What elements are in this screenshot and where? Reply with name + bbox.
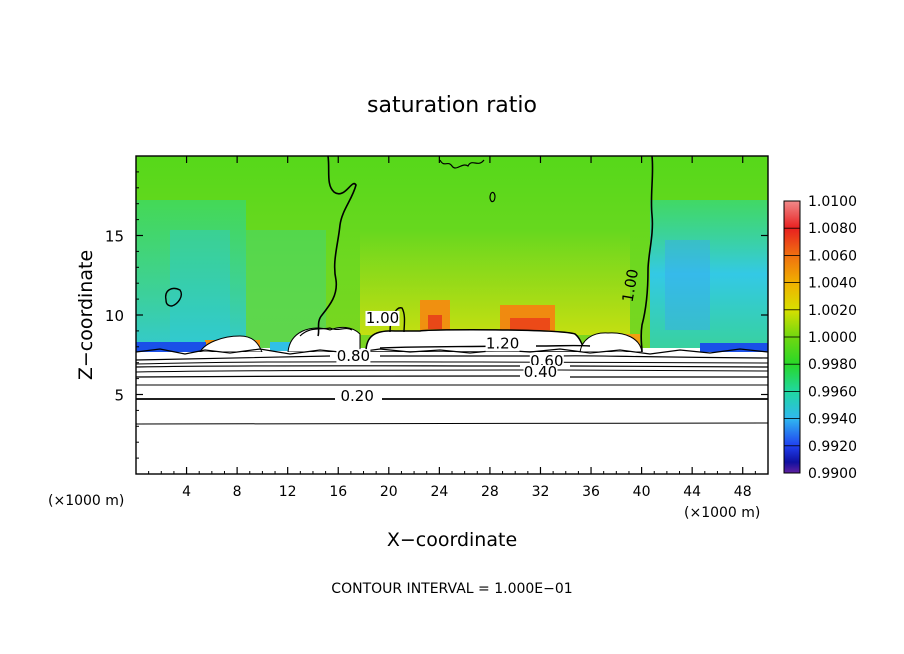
contour-050 [136,369,768,373]
blue-fringe-left [136,342,206,354]
contour-070 [136,361,768,365]
cyan-zone-right-inner [665,240,710,330]
cloud-patch-center [365,329,587,353]
cloud-patch-left [199,335,263,353]
red-spot [428,315,442,329]
colorbar-label: 0.9960 [808,384,857,400]
x-tick-label: 48 [734,484,752,500]
contour-label-bg [485,336,520,352]
blue-fringe-right [700,343,768,354]
colorbar-label: 0.9900 [808,466,857,482]
contour-100-left [317,156,357,337]
contour-mid-squiggle [299,327,353,337]
contour-label-bg [340,388,375,404]
cyan-zone-left-inner [170,230,230,348]
heatmap-field [136,156,768,474]
x-unit-right: (×1000 m) [684,505,760,521]
y-axis-ticks: 5 10 15 [105,171,768,459]
colorbar-label: 1.0040 [808,276,857,292]
subsaturated-region [136,352,768,474]
x-unit-left: (×1000 m) [48,493,124,509]
y-axis-label: Z−coordinate [75,250,97,380]
cloud-base-edge [136,348,768,355]
contour-small-loop [489,191,496,203]
y-tick-label: 15 [105,228,124,246]
contour-label: 1.00 [366,309,399,327]
x-tick-label: 16 [329,484,347,500]
contour-080 [136,355,768,361]
cyan-zone-left [136,200,246,348]
x-tick-label: 40 [633,484,651,500]
x-tick-label: 32 [532,484,550,500]
colorbar-label: 1.0000 [808,330,857,346]
contour-label-bg [365,310,400,326]
yellow-zone-center [360,230,630,335]
contour-060 [136,365,768,368]
contour-label: 1.00 [619,267,643,303]
x-tick-label: 12 [279,484,297,500]
contour-label-bg [336,349,371,365]
contour-100-right [640,156,654,353]
x-axis-label: X−coordinate [387,529,517,551]
contour-top-wiggle [439,159,485,169]
x-axis-ticks: 4 8 12 16 20 24 28 32 36 40 44 48 [148,156,756,500]
x-tick-label: 28 [481,484,499,500]
contour-label-layer: 1.001.200.80 0.600.400.201.00 [336,267,643,405]
x-tick-label: 36 [582,484,600,500]
chart-title: saturation ratio [367,93,537,118]
cloud-patch-right [579,332,643,353]
colorbar-label: 1.0060 [808,248,857,264]
x-tick-label: 4 [182,484,191,500]
colorbar-label: 1.0080 [808,221,857,237]
contour-label: 0.20 [340,387,373,405]
x-tick-label: 20 [380,484,398,500]
colorbar-ticks: 1.0100 1.0080 1.0060 1.0040 1.0020 1.0000 0.99… [784,194,857,482]
colorbar-label: 1.0020 [808,303,857,319]
colorbar-label: 0.9920 [808,439,857,455]
colorbar-label: 0.9980 [808,357,857,373]
cloud-patch-mid [287,326,361,353]
colorbar-label: 0.9940 [808,412,857,428]
x-tick-label: 24 [430,484,448,500]
x-tick-label: 44 [683,484,701,500]
contour-100-loop [165,287,182,307]
contour-interval-note: CONTOUR INTERVAL = 1.000E−01 [331,581,572,597]
contour-label-bg [523,365,558,381]
y-tick-label: 10 [105,307,124,325]
contour-label: 0.40 [524,363,557,381]
y-tick-label: 5 [114,387,124,405]
contour-label: 0.80 [337,347,370,365]
cyan-zone-right [650,200,768,348]
red-band [510,318,550,330]
x-tick-label: 8 [233,484,242,500]
colorbar-label: 1.0100 [808,194,857,210]
contour-040 [136,375,768,378]
contour-label: 1.20 [486,334,519,352]
